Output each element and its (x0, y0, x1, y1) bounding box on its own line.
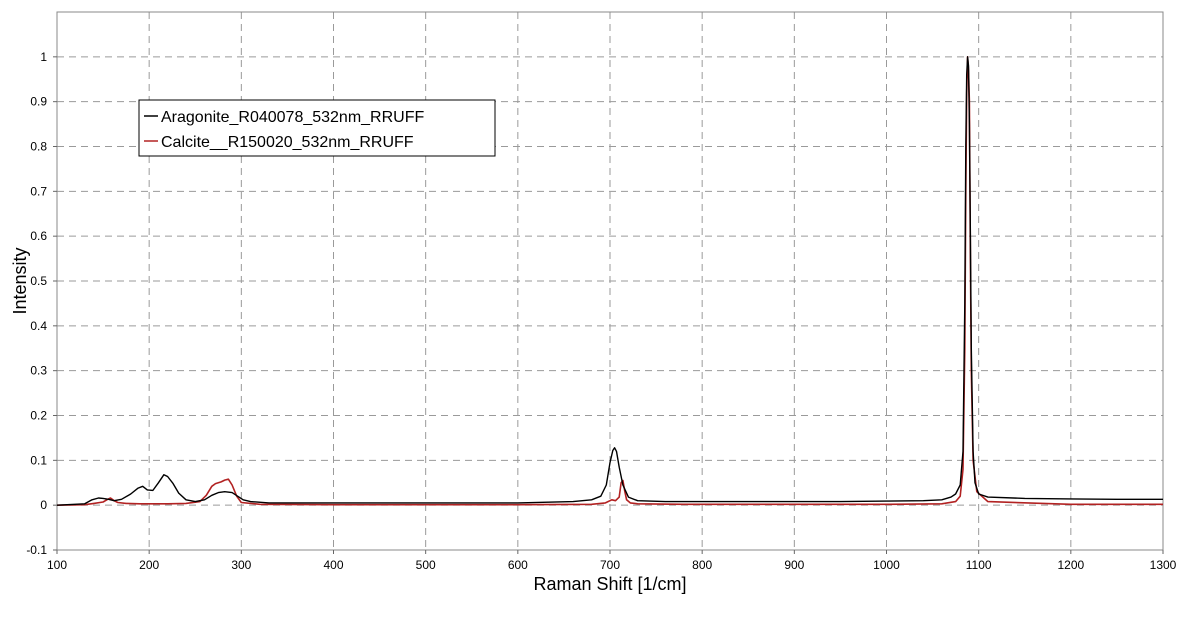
x-tick-label: 1100 (966, 558, 992, 572)
x-tick-label: 1300 (1150, 558, 1177, 572)
legend-label-calcite: Calcite__R150020_532nm_RRUFF (161, 134, 414, 151)
grid-lines (57, 12, 1163, 550)
x-tick-label: 1200 (1057, 558, 1084, 572)
x-tick-label: 800 (692, 558, 712, 572)
legend: Aragonite_R040078_532nm_RRUFF Calcite__R… (138, 99, 496, 157)
series-layer (56, 56, 1163, 506)
y-tick-label: 0.8 (30, 140, 47, 154)
legend-box (138, 99, 496, 157)
y-tick-label: 0.7 (30, 184, 47, 198)
x-axis-ticks: 100 200 300 400 500 600 700 800 900 1000 1100 1200 1… (47, 550, 1177, 572)
x-tick-label: 600 (508, 558, 528, 572)
x-tick-label: 400 (323, 558, 343, 572)
x-tick-label: 300 (231, 558, 251, 572)
y-tick-label: 0.4 (30, 319, 47, 333)
y-tick-label: -0.1 (26, 543, 47, 557)
y-tick-label: 0.5 (30, 274, 47, 288)
y-tick-label: 0.6 (30, 229, 47, 243)
legend-label-aragonite: Aragonite_R040078_532nm_RRUFF (161, 109, 424, 126)
x-axis-label: Raman Shift [1/cm] (533, 574, 686, 594)
y-tick-label: 1 (40, 50, 47, 64)
y-tick-label: 0.9 (30, 95, 47, 109)
y-tick-label: 0.1 (30, 453, 47, 467)
x-tick-label: 900 (784, 558, 804, 572)
y-axis-ticks: -0.1 0 0.1 0.2 0.3 0.4 0.5 0.6 0.7 0.8 0.9 1 (26, 50, 57, 557)
y-tick-label: 0.2 (30, 409, 47, 423)
y-tick-label: 0 (40, 498, 47, 512)
x-tick-label: 1000 (873, 558, 900, 572)
x-tick-label: 700 (600, 558, 620, 572)
y-tick-label: 0.3 (30, 364, 47, 378)
y-axis-label: Intensity (10, 247, 30, 314)
x-tick-label: 500 (416, 558, 436, 572)
x-tick-label: 100 (47, 558, 67, 572)
x-tick-label: 200 (139, 558, 159, 572)
series-line-aragonite (56, 56, 1163, 506)
